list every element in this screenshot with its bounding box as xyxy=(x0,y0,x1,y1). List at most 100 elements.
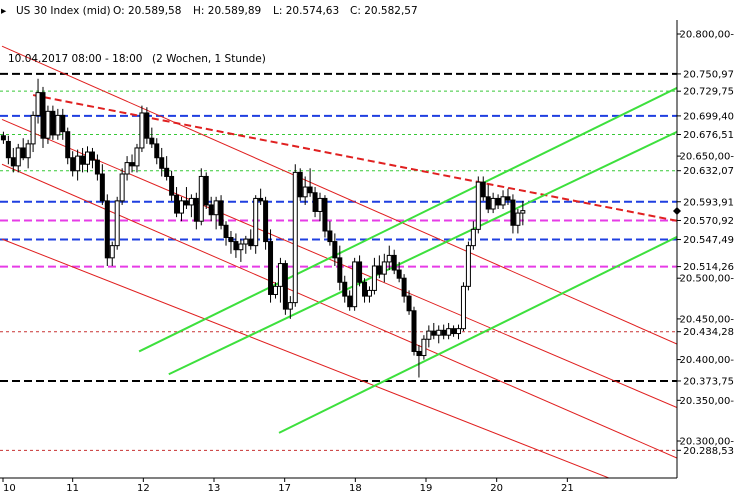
price-tick-label-8: 20.570,92 xyxy=(683,216,734,227)
price-tick-label-18: 20.288,53 xyxy=(683,446,734,457)
candle-100 xyxy=(495,194,501,210)
candle-body xyxy=(268,241,274,295)
candle-36 xyxy=(178,196,184,222)
candle-body xyxy=(287,302,293,310)
candle-73 xyxy=(362,278,368,303)
candle-body xyxy=(332,241,338,259)
candle-body xyxy=(208,204,214,216)
time-tick-label-7: 20 xyxy=(490,483,503,494)
candle-55 xyxy=(272,282,278,299)
candle-72 xyxy=(357,255,363,287)
candle-body xyxy=(520,210,526,214)
candle-body xyxy=(282,263,288,310)
red-channel-line-3 xyxy=(1,163,677,459)
candle-body xyxy=(193,197,199,222)
candle-4 xyxy=(20,138,26,161)
candle-body xyxy=(248,238,254,247)
candle-32 xyxy=(159,147,165,177)
candle-body xyxy=(500,196,506,206)
candle-98 xyxy=(485,184,491,214)
chart-date-range: 10.04.2017 08:00 - 18:00 xyxy=(8,53,142,65)
candle-38 xyxy=(188,194,194,218)
collapse-arrow-icon[interactable]: ▸ xyxy=(1,5,7,17)
candle-body xyxy=(362,281,368,297)
candle-96 xyxy=(475,176,481,234)
price-tick-label-2: 20.729,75 xyxy=(683,87,734,98)
candle-body xyxy=(381,261,387,275)
candle-78 xyxy=(386,245,392,271)
candle-body xyxy=(258,197,264,202)
candle-body xyxy=(411,310,417,352)
candle-body xyxy=(55,114,61,136)
candle-42 xyxy=(208,196,214,222)
candle-77 xyxy=(381,253,387,283)
candle-body xyxy=(460,285,466,330)
candle-56 xyxy=(277,257,283,303)
time-tick-label-3: 13 xyxy=(208,483,221,494)
candle-body xyxy=(85,151,91,165)
candle-body xyxy=(253,197,259,247)
candle-17 xyxy=(85,146,91,173)
candle-body xyxy=(114,200,120,247)
candle-body xyxy=(20,147,26,159)
candle-body xyxy=(292,171,298,304)
candle-body xyxy=(431,330,437,336)
candle-body xyxy=(465,245,471,287)
price-tick-label-0: 20.800,00- xyxy=(679,30,734,41)
green-channel-line-7 xyxy=(278,235,677,434)
candle-body xyxy=(213,200,219,216)
price-tick-label-16: 20.350,00- xyxy=(679,396,734,407)
candle-50 xyxy=(248,229,254,250)
current-price-marker xyxy=(673,206,681,215)
chart-period: (2 Wochen, 1 Stunde) xyxy=(152,53,266,65)
candle-body xyxy=(75,155,81,172)
close-value: C: 20.582,57 xyxy=(350,5,418,17)
candle-body xyxy=(65,131,71,159)
candle-27 xyxy=(134,143,140,173)
candle-35 xyxy=(174,187,180,218)
price-tick-label-4: 20.676,51 xyxy=(683,130,734,141)
candle-66 xyxy=(327,221,333,246)
price-tick-label-17: 20.300,00- xyxy=(679,437,734,448)
candle-body xyxy=(124,162,130,175)
green-channel-line-5 xyxy=(138,86,677,353)
price-tick-label-5: 20.650,00- xyxy=(679,152,734,163)
candle-5 xyxy=(25,139,31,169)
candle-70 xyxy=(347,290,353,311)
candle-91 xyxy=(451,325,457,337)
candle-body xyxy=(15,147,21,167)
candle-43 xyxy=(213,196,219,230)
candle-44 xyxy=(218,195,224,230)
candle-25 xyxy=(124,156,130,181)
candle-body xyxy=(456,328,462,335)
candle-body xyxy=(263,200,269,243)
candle-body xyxy=(154,143,160,159)
candle-body xyxy=(307,186,313,194)
candle-13 xyxy=(65,127,71,165)
candle-71 xyxy=(352,257,358,311)
candle-body xyxy=(45,110,51,139)
candle-33 xyxy=(164,156,170,181)
candle-11 xyxy=(55,108,61,140)
candle-body xyxy=(243,238,249,245)
candle-body xyxy=(228,237,234,243)
candle-19 xyxy=(94,154,100,181)
candle-10 xyxy=(50,105,56,140)
candle-61 xyxy=(302,176,308,205)
candle-6 xyxy=(30,111,36,153)
candle-body xyxy=(490,197,496,210)
price-tick-label-14: 20.400,00- xyxy=(679,355,734,366)
candle-84 xyxy=(416,344,422,378)
candle-18 xyxy=(89,147,95,169)
candle-body xyxy=(174,194,180,214)
candle-body xyxy=(40,92,46,139)
candle-body xyxy=(159,157,165,169)
price-tick-label-1: 20.750,97 xyxy=(683,69,734,80)
candle-12 xyxy=(60,108,66,140)
candle-103 xyxy=(510,194,516,234)
candle-24 xyxy=(119,168,125,205)
time-tick-label-5: 18 xyxy=(349,483,362,494)
candle-body xyxy=(446,328,452,336)
candle-body xyxy=(480,181,486,198)
